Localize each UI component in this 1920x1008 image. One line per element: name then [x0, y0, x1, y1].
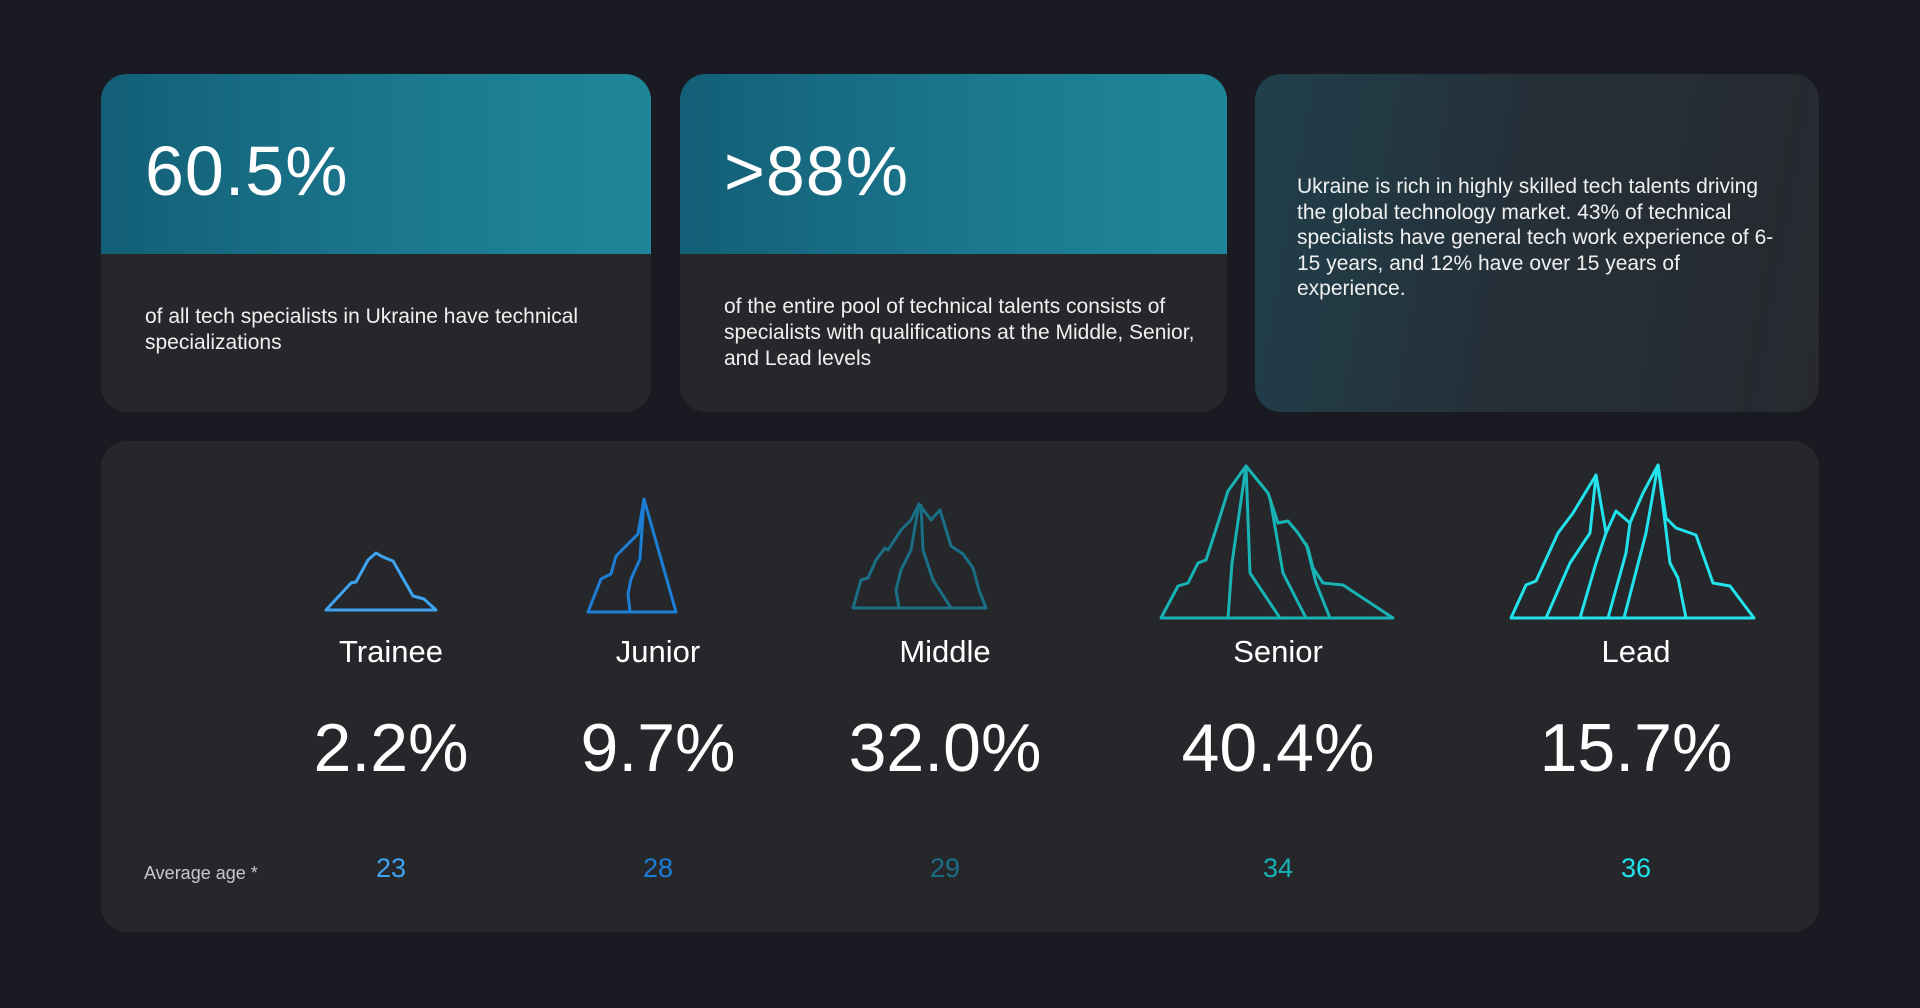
stat-value: >88%	[724, 132, 909, 210]
level-share-trainee: 2.2%	[313, 710, 469, 786]
stat-caption: of the entire pool of technical talents …	[724, 295, 1195, 370]
mountain-3-peak-icon	[851, 502, 988, 610]
level-age-trainee: 23	[375, 853, 407, 883]
level-share-senior: 40.4%	[1181, 710, 1375, 786]
mountain-4-peak-icon	[1159, 464, 1395, 620]
level-name-lead: Lead	[1601, 634, 1671, 669]
level-name-middle: Middle	[899, 634, 991, 669]
level-age-junior: 28	[642, 853, 674, 883]
level-name-trainee: Trainee	[339, 634, 443, 669]
stat-value: 60.5%	[145, 132, 349, 210]
level-share-middle: 32.0%	[848, 710, 1042, 786]
stat-header	[101, 74, 651, 254]
stat-card-specializations: 60.5% of all tech specialists in Ukraine…	[101, 74, 651, 412]
average-age-label: Average age *	[144, 863, 258, 883]
level-age-senior: 34	[1262, 853, 1294, 883]
levels-card: Average age * Trainee 2.2% 23 Junior 9.7% 28 M…	[101, 441, 1819, 932]
level-name-junior: Junior	[615, 634, 701, 669]
mountain-1-peak-icon	[324, 551, 438, 612]
level-share-junior: 9.7%	[580, 710, 736, 786]
stat-caption: of all tech specialists in Ukraine have …	[145, 305, 579, 354]
mountain-2-peak-icon	[586, 497, 678, 614]
stat-header	[680, 74, 1227, 254]
level-name-senior: Senior	[1233, 634, 1323, 669]
level-age-lead: 36	[1620, 853, 1652, 883]
level-age-middle: 29	[929, 853, 961, 883]
note-card: Ukraine is rich in highly skilled tech t…	[1255, 74, 1819, 412]
note-text: Ukraine is rich in highly skilled tech t…	[1297, 175, 1774, 300]
level-share-lead: 15.7%	[1539, 710, 1733, 786]
mountain-5-peak-icon	[1509, 463, 1756, 620]
stat-card-qualifications: >88% of the entire pool of technical tal…	[680, 74, 1227, 412]
